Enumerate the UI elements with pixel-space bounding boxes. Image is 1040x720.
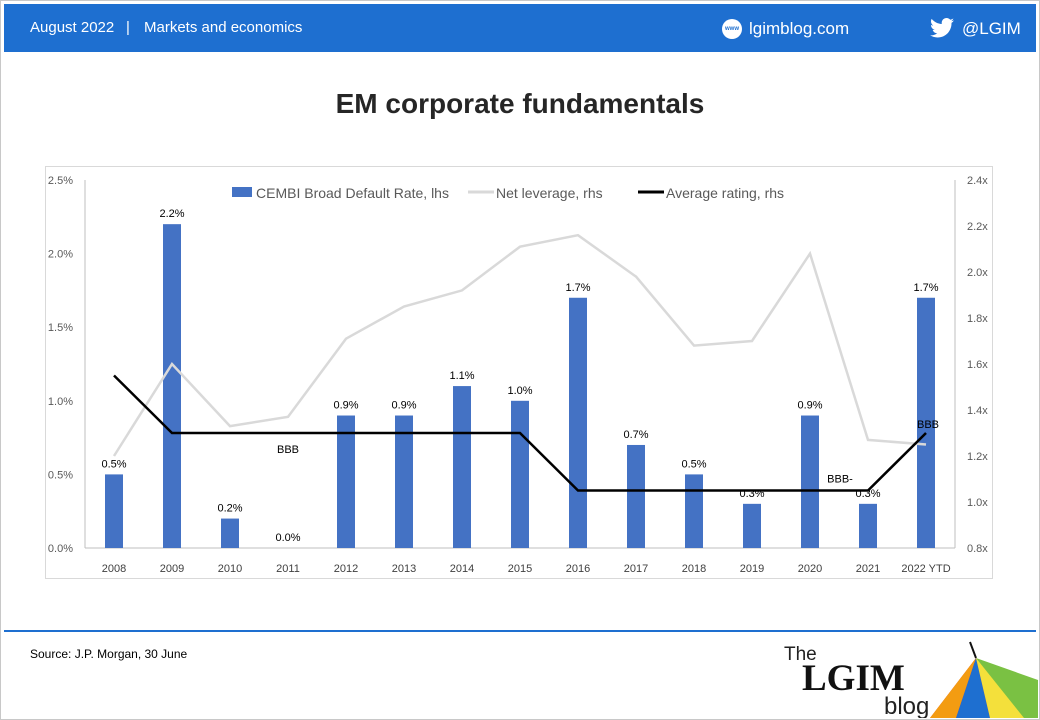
default-rate-data-label: 0.5%	[101, 458, 126, 470]
default-rate-bar	[859, 503, 877, 548]
y-right-tick-label: 2.4x	[967, 175, 988, 187]
y-left-tick-label: 2.5%	[48, 175, 73, 187]
x-tick-label: 2009	[160, 563, 184, 575]
default-rate-data-label: 0.9%	[333, 400, 358, 412]
source-note: Source: J.P. Morgan, 30 June	[30, 647, 188, 661]
y-right-tick-label: 1.2x	[967, 451, 988, 463]
rating-annotation: BBB	[277, 444, 299, 456]
y-left-tick-label: 1.0%	[48, 396, 73, 408]
header-section[interactable]: Markets and economics	[144, 19, 303, 36]
x-tick-label: 2020	[798, 563, 822, 575]
default-rate-bar	[395, 415, 413, 548]
default-rate-bar	[163, 224, 181, 548]
x-tick-label: 2012	[334, 563, 358, 575]
default-rate-bar	[221, 518, 239, 548]
rating-annotation: BBB-	[827, 474, 853, 486]
y-right-tick-label: 1.8x	[967, 313, 988, 325]
x-tick-label: 2011	[276, 563, 300, 575]
y-left-tick-label: 0.5%	[48, 469, 73, 481]
x-tick-label: 2016	[566, 563, 590, 575]
legend-swatch-bar	[232, 187, 252, 197]
default-rate-data-label: 0.9%	[797, 400, 822, 412]
logo-the: The	[784, 644, 817, 665]
average-rating-line	[113, 374, 927, 492]
default-rate-bar	[627, 444, 645, 548]
x-tick-label: 2013	[392, 563, 416, 575]
default-rate-data-label: 0.2%	[217, 503, 242, 515]
header-date: August 2022	[30, 19, 115, 36]
rating-annotation: BBB	[917, 419, 939, 431]
x-tick-label: 2022 YTD	[901, 563, 950, 575]
x-tick-label: 2008	[102, 563, 126, 575]
y-right-tick-label: 1.0x	[967, 497, 988, 509]
y-right-tick-label: 1.4x	[967, 405, 988, 417]
default-rate-bar	[685, 474, 703, 548]
site-link[interactable]: lgimblog.com	[749, 19, 850, 38]
x-tick-label: 2015	[508, 563, 532, 575]
y-right-tick-label: 0.8x	[967, 543, 988, 555]
x-tick-label: 2021	[856, 563, 880, 575]
y-left-tick-label: 1.5%	[48, 322, 73, 334]
lgim-blog-logo: The LGIM blog	[784, 641, 1038, 718]
default-rate-bar	[105, 474, 123, 548]
twitter-handle-link[interactable]: @LGIM	[962, 19, 1021, 38]
x-tick-label: 2014	[450, 563, 474, 575]
default-rate-data-label: 1.0%	[507, 385, 532, 397]
default-rate-data-label: 1.1%	[449, 370, 474, 382]
y-right-tick-label: 2.0x	[967, 267, 988, 279]
globe-icon: www	[722, 19, 742, 39]
default-rate-data-label: 0.0%	[275, 532, 300, 544]
net-leverage-line	[112, 233, 927, 457]
default-rate-data-label: 0.7%	[623, 429, 648, 441]
logo-blog: blog	[884, 693, 929, 718]
default-rate-bar	[801, 415, 819, 548]
logo-lgim: LGIM	[802, 658, 905, 699]
default-rate-data-label: 0.5%	[681, 458, 706, 470]
page-title: EM corporate fundamentals	[335, 88, 705, 119]
footer-divider	[4, 630, 1036, 632]
header-bar: August 2022 | Markets and economics www …	[4, 4, 1036, 52]
legend-label: Average rating, rhs	[666, 185, 784, 201]
legend-label: CEMBI Broad Default Rate, lhs	[256, 185, 449, 201]
header-separator: |	[126, 19, 130, 36]
default-rate-bar	[453, 386, 471, 548]
umbrella-icon	[930, 641, 1038, 718]
default-rate-data-label: 1.7%	[565, 282, 590, 294]
chart-frame	[45, 166, 993, 579]
default-rate-bar	[569, 297, 587, 548]
default-rate-bar	[337, 415, 355, 548]
y-right-tick-label: 2.2x	[967, 221, 988, 233]
x-tick-label: 2019	[740, 563, 764, 575]
default-rate-bar	[743, 503, 761, 548]
default-rate-bar	[511, 400, 529, 548]
x-tick-label: 2017	[624, 563, 648, 575]
legend-label: Net leverage, rhs	[496, 185, 603, 201]
y-left-tick-label: 2.0%	[48, 249, 73, 261]
x-tick-label: 2018	[682, 563, 706, 575]
twitter-bird-icon	[930, 18, 954, 38]
default-rate-data-label: 0.9%	[391, 400, 416, 412]
default-rate-data-label: 2.2%	[159, 208, 184, 220]
default-rate-bar	[917, 297, 935, 548]
y-right-tick-label: 1.6x	[967, 359, 988, 371]
default-rate-data-label: 1.7%	[913, 282, 938, 294]
y-left-tick-label: 0.0%	[48, 543, 73, 555]
x-tick-label: 2010	[218, 563, 242, 575]
